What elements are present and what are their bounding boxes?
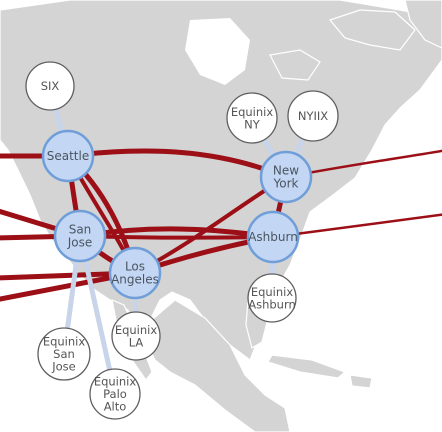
pop-circle	[53, 209, 107, 263]
node-label-line: Seattle	[47, 149, 89, 163]
node-label-line: Los	[125, 260, 145, 274]
node-label-line: Angeles	[111, 273, 159, 287]
node-label-line: Equinix	[94, 375, 137, 389]
exchange-circle	[89, 368, 141, 420]
link-sanjose-ashburn-2	[78, 234, 275, 240]
pop-ashburn: Ashburn	[246, 210, 300, 264]
node-label-line: Equinix	[115, 323, 158, 337]
exchange-nyiix: NYIIX	[287, 90, 339, 142]
exchange-circle	[287, 90, 339, 142]
node-label-line: Jose	[67, 236, 93, 250]
exchange-six: SIX	[25, 61, 75, 111]
pop-circle	[108, 246, 162, 300]
pop-seattle: Seattle	[41, 129, 95, 183]
node-label-line: SIX	[41, 79, 60, 93]
node-label-line: Equinix	[251, 285, 294, 299]
node-label-line: Ashburn	[248, 230, 298, 244]
node-label-line: LA	[129, 335, 144, 349]
node-label-line: Alto	[104, 400, 127, 414]
node-label-line: Jose	[51, 360, 76, 374]
exchange-circle	[111, 311, 161, 361]
node-label-line: NYIIX	[298, 109, 328, 123]
exchange-circle	[226, 92, 278, 144]
node-label-line: New	[273, 164, 299, 178]
link-equinixpaloalto-sanjose	[77, 233, 118, 397]
node-label-line: Palo	[103, 387, 127, 401]
node-label-line: Ashburn	[248, 297, 296, 311]
exchange-circle	[37, 327, 91, 381]
pop-circle	[246, 210, 300, 264]
exchange-circle	[247, 273, 297, 323]
pop-circle	[259, 150, 313, 204]
node-label-line: York	[273, 177, 299, 191]
node-label-line: San	[69, 223, 92, 237]
node-label-line: Equinix	[43, 335, 86, 349]
exchange-circle	[25, 61, 75, 111]
node-label-line: NY	[244, 117, 261, 131]
node-label-line: Equinix	[231, 105, 274, 119]
node-label-line: San	[53, 347, 75, 361]
pop-circle	[41, 129, 95, 183]
